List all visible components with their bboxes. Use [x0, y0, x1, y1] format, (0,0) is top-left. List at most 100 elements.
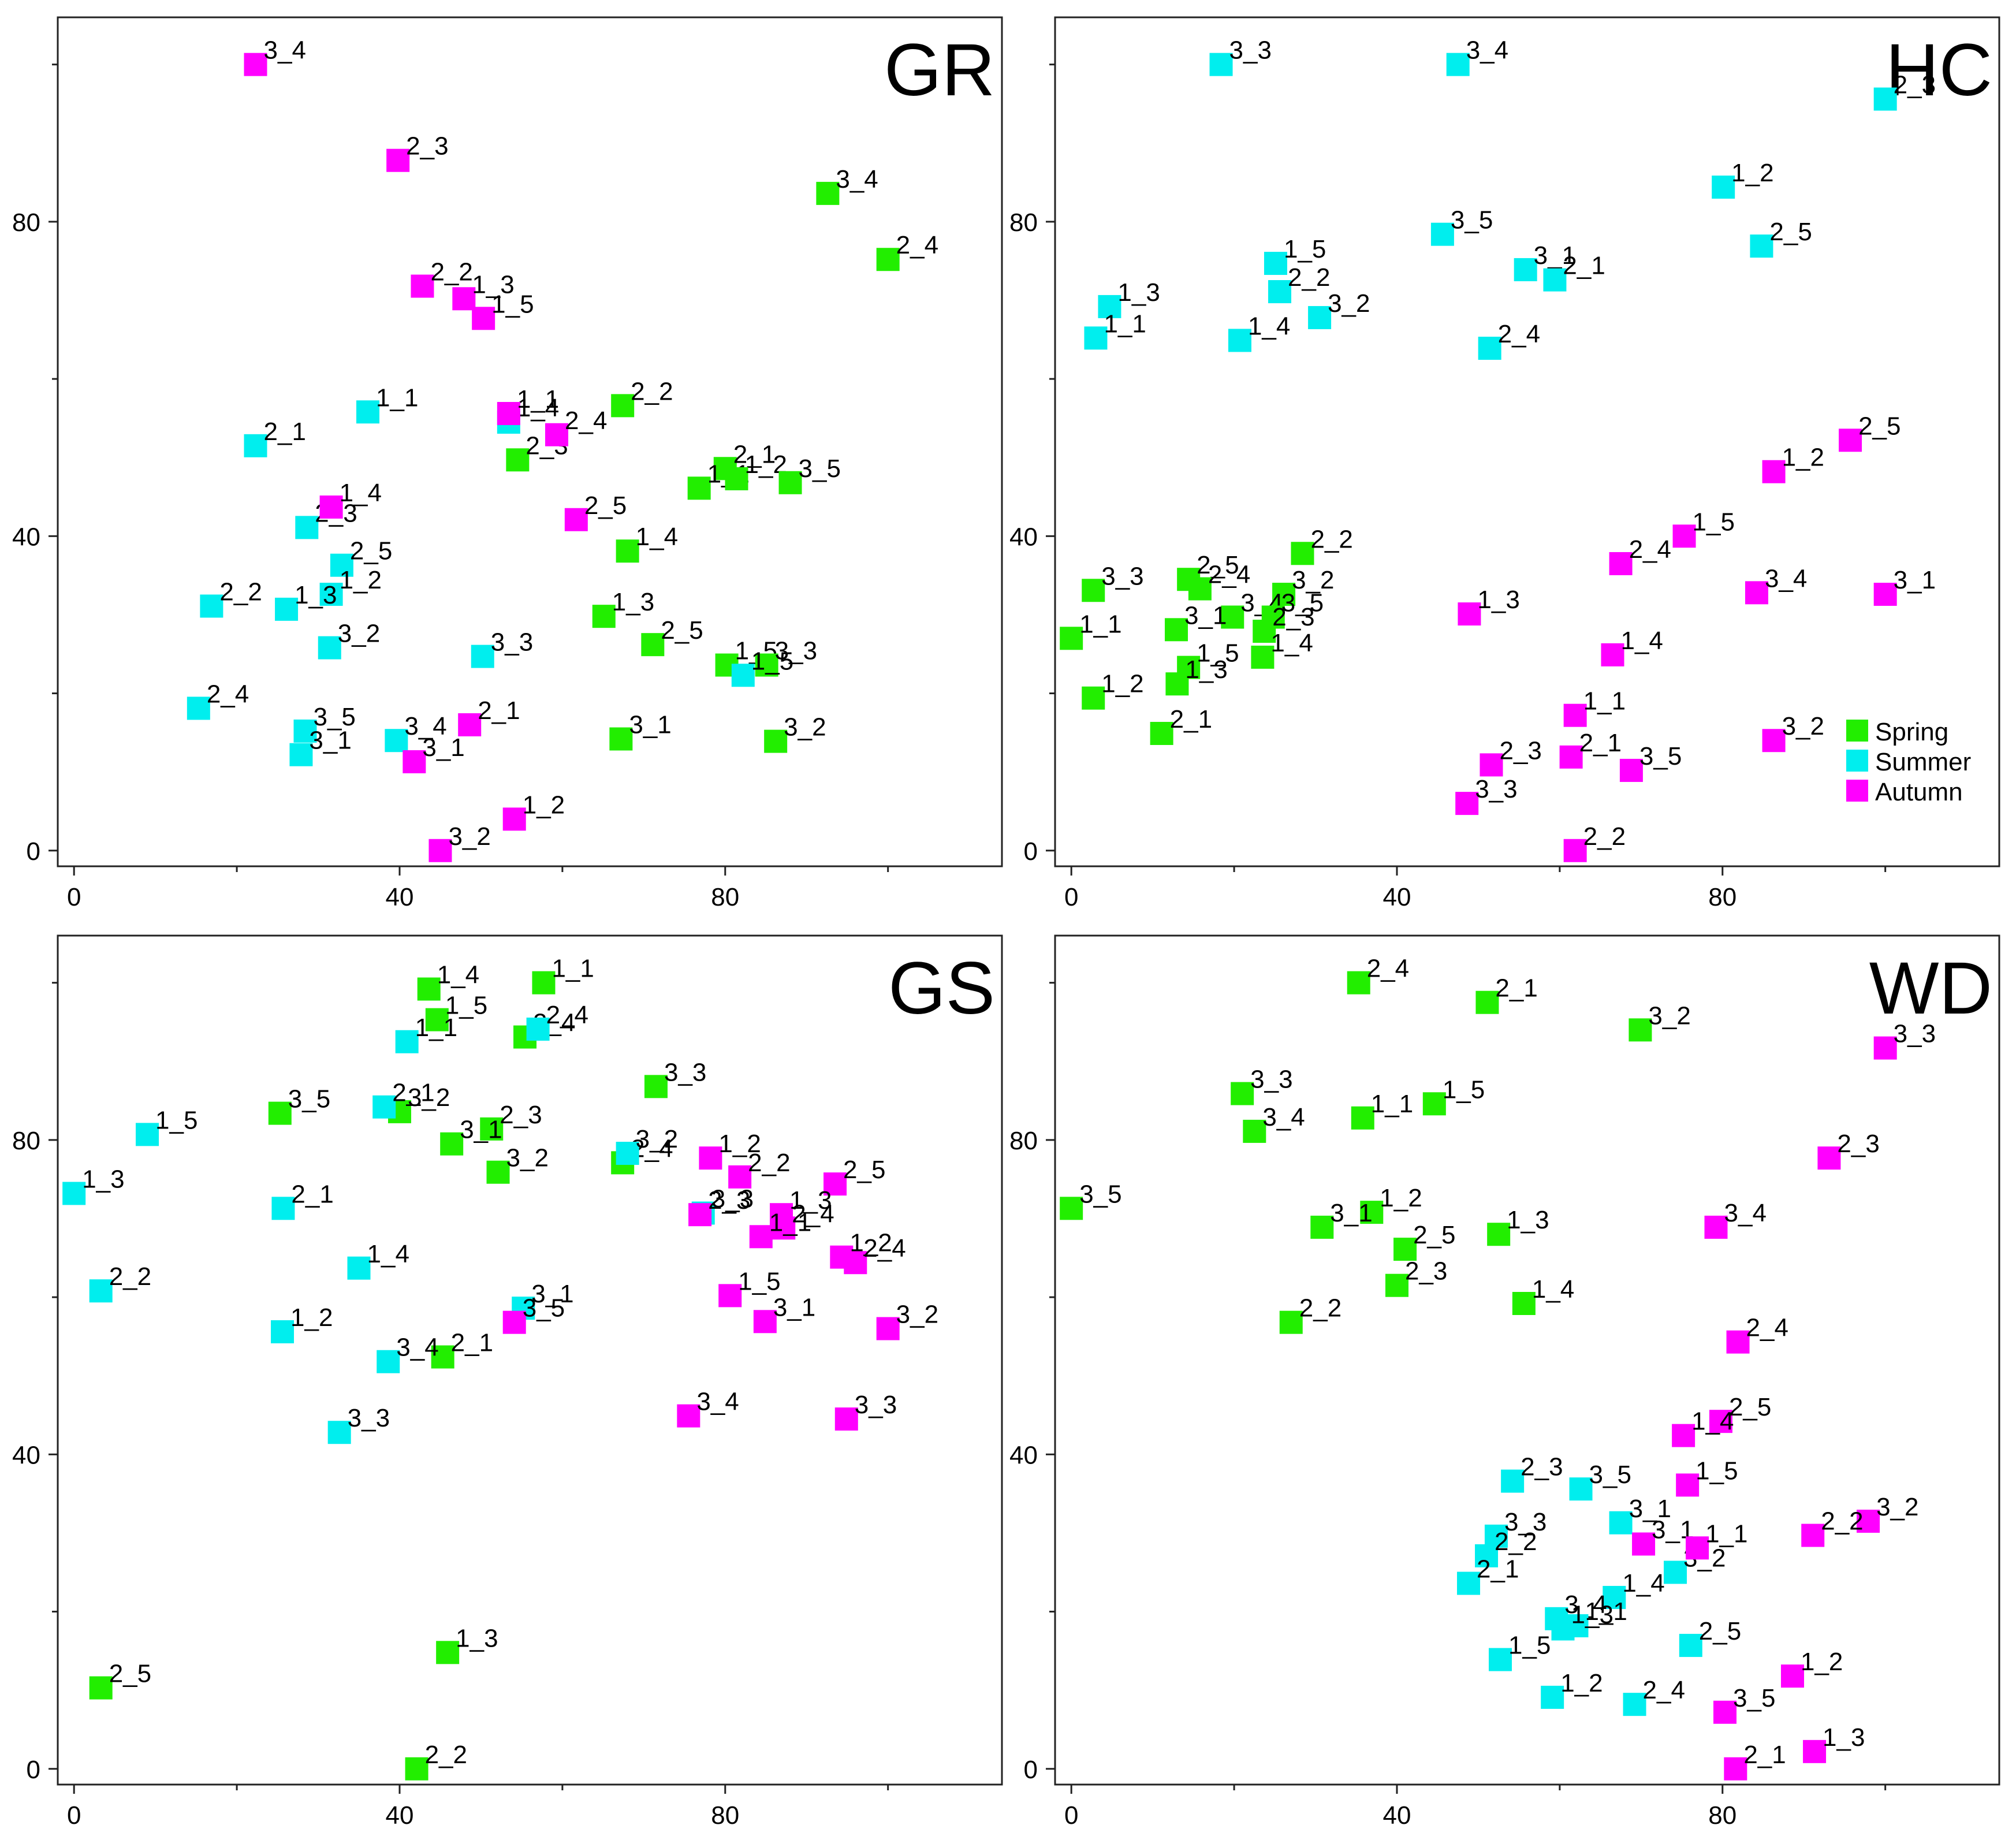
data-point-summer	[1264, 252, 1287, 275]
data-point-spring	[1272, 583, 1296, 606]
data-point-label: 3_2	[636, 1125, 678, 1153]
data-point-label: 3_2	[338, 620, 380, 648]
data-point-autumn	[772, 1216, 796, 1240]
data-point-label: 1_5	[1508, 1632, 1551, 1660]
data-point-summer	[1750, 234, 1773, 258]
data-point-label: 2_1	[291, 1180, 333, 1208]
data-point-autumn	[1458, 602, 1481, 626]
data-point-label: 1_3	[472, 270, 514, 299]
data-point-label: 1_4	[1620, 627, 1663, 655]
data-point-spring	[425, 1008, 449, 1031]
data-point-label: 1_1	[1585, 1597, 1627, 1626]
data-point-label: 2_1	[1170, 705, 1212, 733]
data-point-summer	[62, 1182, 86, 1205]
data-point-autumn	[1601, 643, 1624, 666]
data-point-label: 1_3	[789, 1186, 832, 1215]
y-tick-label: 80	[1009, 208, 1038, 237]
data-point-label: 1_3	[1823, 1723, 1865, 1752]
data-point-label: 1_4	[1622, 1569, 1664, 1597]
data-point-label: 1_3	[1571, 1601, 1613, 1629]
data-point-label: 3_3	[1475, 775, 1517, 803]
data-point-label: 2_2	[748, 1149, 790, 1177]
data-point-label: 1_1	[1371, 1090, 1413, 1118]
data-point-autumn	[428, 839, 452, 862]
data-point-label: 1_1	[517, 385, 559, 414]
data-point-label: 1_5	[1693, 508, 1735, 536]
y-tick-label: 0	[27, 1756, 40, 1784]
data-point-autumn	[545, 423, 569, 446]
data-point-label: 1_4	[636, 523, 678, 551]
data-point-label: 2_5	[1197, 551, 1239, 579]
data-point-spring	[1279, 1310, 1303, 1334]
data-point-label: 2_1	[264, 418, 306, 446]
data-point-label: 1_4	[367, 1240, 409, 1268]
data-point-label: 1_1	[415, 1014, 457, 1042]
data-point-label: 3_1	[1894, 566, 1936, 594]
data-point-label: 1_5	[1443, 1075, 1485, 1104]
data-point-summer	[1541, 1685, 1564, 1709]
data-point-autumn	[1563, 839, 1587, 862]
data-point-label: 2_1	[392, 1079, 434, 1107]
data-point-spring	[1422, 1092, 1446, 1116]
series-autumn: 3_42_32_21_31_51_12_41_4 2_52_13_11_23_2	[244, 36, 627, 862]
data-point-summer	[1098, 295, 1121, 318]
data-point-label: 3_3	[664, 1058, 706, 1086]
data-point-autumn	[1455, 792, 1479, 815]
data-point-summer	[526, 1017, 550, 1041]
data-point-label: 1_3	[1477, 586, 1519, 614]
data-point-label: 1_5	[1695, 1457, 1738, 1485]
data-point-label: 2_2	[425, 1741, 467, 1769]
data-point-autumn	[1672, 1424, 1695, 1447]
series-autumn: 2_5 1_2 1_5 2_4 3_4 3_1 1_3 1_4 1_1 3_2 2_1 2_3 3_5 3…	[1455, 412, 1936, 862]
data-point-label: 3_4	[1564, 1591, 1607, 1619]
data-point-autumn	[1780, 1664, 1804, 1688]
data-point-label: 3_1	[309, 727, 351, 755]
data-point-autumn	[1745, 581, 1768, 605]
data-point-autumn	[1609, 552, 1633, 575]
data-point-spring	[1310, 1215, 1334, 1239]
legend-label-spring: Spring	[1875, 718, 1948, 746]
data-point-label: 3_1	[1629, 1495, 1671, 1523]
data-point-summer	[200, 594, 223, 618]
data-point-autumn	[1817, 1146, 1841, 1170]
data-point-label: 3_2	[1782, 712, 1824, 740]
data-point-label: 1_4	[437, 961, 479, 989]
data-point-spring	[89, 1676, 113, 1700]
data-point-label: 2_4	[546, 1001, 588, 1029]
data-point-summer	[187, 696, 210, 720]
plot-frame	[57, 934, 1003, 1786]
data-point-autumn	[244, 53, 267, 76]
data-point-spring	[876, 248, 900, 271]
data-point-label: 2_5	[1729, 1393, 1771, 1421]
data-point-autumn	[502, 1310, 526, 1334]
data-point-label: 3_5	[288, 1085, 330, 1113]
data-point-label: 1_5	[155, 1106, 197, 1134]
data-point-label: 1_3	[456, 1624, 498, 1652]
x-tick-label: 0	[67, 1801, 81, 1830]
data-point-label: 1_5	[751, 647, 793, 675]
data-point-label: 1_2	[718, 1130, 761, 1158]
data-point-label: 2_1	[1563, 252, 1605, 280]
data-point-spring	[1351, 1106, 1374, 1130]
data-point-label: 1_2	[1101, 670, 1143, 698]
data-point-spring	[755, 653, 778, 677]
data-point-label: 3_2	[784, 713, 826, 742]
data-point-autumn	[699, 1146, 722, 1170]
data-point-summer	[293, 719, 317, 743]
x-tick-label: 40	[1383, 1801, 1411, 1830]
y-tick-label: 80	[12, 1127, 40, 1155]
data-point-label: 1_2	[1782, 444, 1824, 472]
panel-title: GS	[888, 947, 995, 1030]
x-tick-label: 0	[1064, 1801, 1078, 1830]
data-point-autumn	[1672, 524, 1696, 548]
data-point-label: 1_1	[1705, 1519, 1747, 1548]
x-tick-label: 0	[1064, 883, 1078, 911]
data-point-label: 2_4	[1643, 1676, 1685, 1704]
data-point-label: 2_4	[1208, 561, 1250, 589]
data-point-summer	[271, 1197, 295, 1220]
data-point-spring	[1060, 1197, 1083, 1220]
data-point-label: 2_2	[631, 377, 673, 405]
data-point-summer	[244, 434, 267, 457]
